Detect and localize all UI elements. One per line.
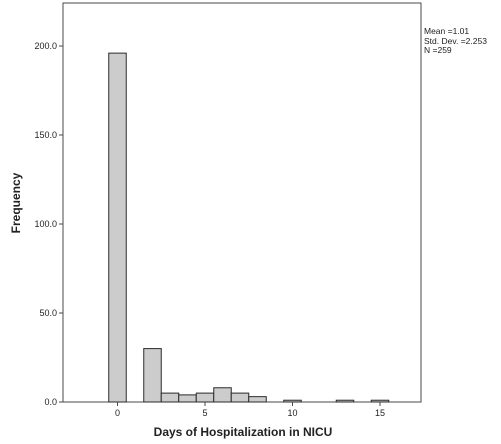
x-ticks-group: 0 5 10 15	[115, 402, 385, 418]
histogram-bar	[160, 392, 180, 403]
histogram-bar	[213, 387, 232, 403]
stats-n: N =259	[424, 45, 452, 55]
x-tick-label: 0	[115, 408, 120, 418]
x-tick-label: 10	[287, 408, 297, 418]
histogram-bar	[370, 399, 390, 403]
y-axis-label: Frequency	[9, 172, 23, 233]
stats-mean: Mean =1.01	[424, 26, 470, 36]
x-tick-label: 15	[375, 408, 385, 418]
histogram-bar	[283, 399, 302, 403]
y-tick-label: 0.0	[44, 397, 57, 407]
histogram-bar	[108, 52, 127, 403]
histogram-bar	[230, 392, 250, 403]
bars-group	[108, 52, 390, 403]
y-ticks-group: 0.0 50.0 100.0 150.0 200.0	[34, 41, 63, 407]
y-tick-label: 50.0	[39, 308, 57, 318]
x-tick-label: 5	[202, 408, 207, 418]
histogram-bar	[178, 394, 197, 403]
histogram-bar	[335, 399, 355, 403]
x-axis-label: Days of Hospitalization in NICU	[154, 425, 333, 439]
histogram-bar	[143, 348, 162, 403]
y-tick-label: 100.0	[34, 219, 57, 229]
stats-std-dev: Std. Dev. =2.253	[424, 35, 487, 46]
y-tick-label: 200.0	[34, 41, 57, 51]
y-tick-label: 150.0	[34, 130, 57, 140]
histogram-bar	[195, 392, 215, 403]
stats-box: Mean =1.01 Std. Dev. =2.253 N =259	[424, 26, 487, 56]
histogram-bar	[248, 396, 267, 403]
